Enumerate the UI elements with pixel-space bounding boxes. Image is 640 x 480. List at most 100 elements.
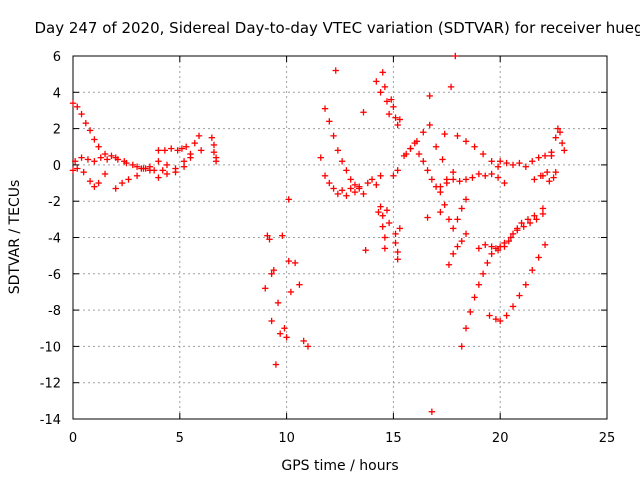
data-point xyxy=(197,147,205,154)
data-point xyxy=(129,161,137,169)
data-point xyxy=(458,237,465,245)
data-point xyxy=(450,176,457,183)
data-point xyxy=(373,181,380,189)
data-point xyxy=(103,156,111,163)
x-tick-label: 5 xyxy=(176,431,184,446)
data-point xyxy=(450,225,457,232)
y-tick-label: -6 xyxy=(48,268,61,283)
data-point xyxy=(475,281,483,288)
data-point xyxy=(550,174,557,181)
data-point xyxy=(163,170,171,178)
data-point xyxy=(443,179,450,187)
data-point xyxy=(285,196,292,203)
data-point xyxy=(501,239,508,247)
data-point xyxy=(347,176,354,183)
data-point xyxy=(479,270,487,277)
data-point xyxy=(383,207,391,214)
series-track-scattered-9h xyxy=(262,232,312,368)
data-point xyxy=(69,99,77,107)
data-point xyxy=(326,179,333,187)
data-point xyxy=(535,254,542,261)
data-point xyxy=(125,176,132,183)
data-point xyxy=(78,154,85,161)
data-point xyxy=(462,325,470,332)
data-point xyxy=(174,147,181,154)
data-point xyxy=(208,134,216,141)
y-tick-label: -14 xyxy=(40,413,61,428)
data-point xyxy=(364,179,371,187)
data-point xyxy=(494,174,502,181)
data-point xyxy=(210,141,218,149)
data-point xyxy=(482,241,489,248)
series-track-early-flat xyxy=(71,154,194,172)
series-track-early-upper xyxy=(155,132,205,158)
data-point xyxy=(360,190,367,198)
data-point xyxy=(541,152,549,160)
data-point xyxy=(300,337,307,345)
data-point xyxy=(394,167,401,174)
series-track-17h-descend xyxy=(437,196,470,232)
data-point xyxy=(281,325,288,332)
data-point xyxy=(101,150,109,158)
data-point xyxy=(394,256,401,263)
data-point xyxy=(488,158,495,165)
data-point xyxy=(390,103,397,111)
data-point xyxy=(403,150,410,158)
data-point xyxy=(264,232,271,239)
data-point xyxy=(362,247,369,254)
data-point xyxy=(524,216,532,223)
data-point xyxy=(501,179,508,187)
data-point xyxy=(338,187,346,194)
data-point xyxy=(531,212,538,219)
data-point xyxy=(381,83,389,91)
data-point xyxy=(529,266,536,274)
data-point xyxy=(420,158,427,165)
data-point xyxy=(388,96,395,103)
data-point xyxy=(84,156,92,163)
data-point xyxy=(450,168,457,176)
data-point xyxy=(437,183,444,190)
data-point xyxy=(531,176,538,183)
y-tick-label: -10 xyxy=(40,340,61,355)
data-point xyxy=(74,165,81,172)
data-point xyxy=(283,334,290,341)
data-point xyxy=(548,152,555,160)
data-point xyxy=(377,172,384,179)
data-point xyxy=(394,121,401,129)
data-point xyxy=(268,270,275,277)
data-point xyxy=(146,167,154,174)
data-point xyxy=(428,408,436,415)
data-point xyxy=(462,176,470,183)
data-point xyxy=(291,259,299,267)
data-point xyxy=(514,227,521,234)
data-point xyxy=(445,216,453,223)
data-point xyxy=(471,294,478,301)
series-track-15h-column xyxy=(392,225,404,263)
data-point xyxy=(385,110,393,118)
data-point xyxy=(379,223,386,230)
data-point xyxy=(447,83,455,91)
data-point xyxy=(488,250,495,258)
data-point xyxy=(343,192,350,199)
data-point xyxy=(522,281,530,288)
data-point xyxy=(180,158,188,165)
data-point xyxy=(475,245,483,252)
data-point xyxy=(330,185,337,192)
data-point xyxy=(285,257,292,265)
data-point xyxy=(91,158,98,165)
data-point xyxy=(379,69,386,76)
series-track-17h-up xyxy=(445,230,470,268)
data-point xyxy=(140,165,147,172)
data-point xyxy=(360,109,367,116)
data-point xyxy=(74,103,81,111)
data-point xyxy=(471,143,478,150)
data-point xyxy=(159,167,166,174)
data-point xyxy=(272,361,280,368)
data-point xyxy=(407,145,414,152)
series-track-22h-end xyxy=(531,125,568,183)
data-point xyxy=(91,183,98,190)
data-point xyxy=(82,119,90,127)
series-track-20h-flat xyxy=(497,148,555,170)
series-track-13h-singles xyxy=(360,78,382,254)
